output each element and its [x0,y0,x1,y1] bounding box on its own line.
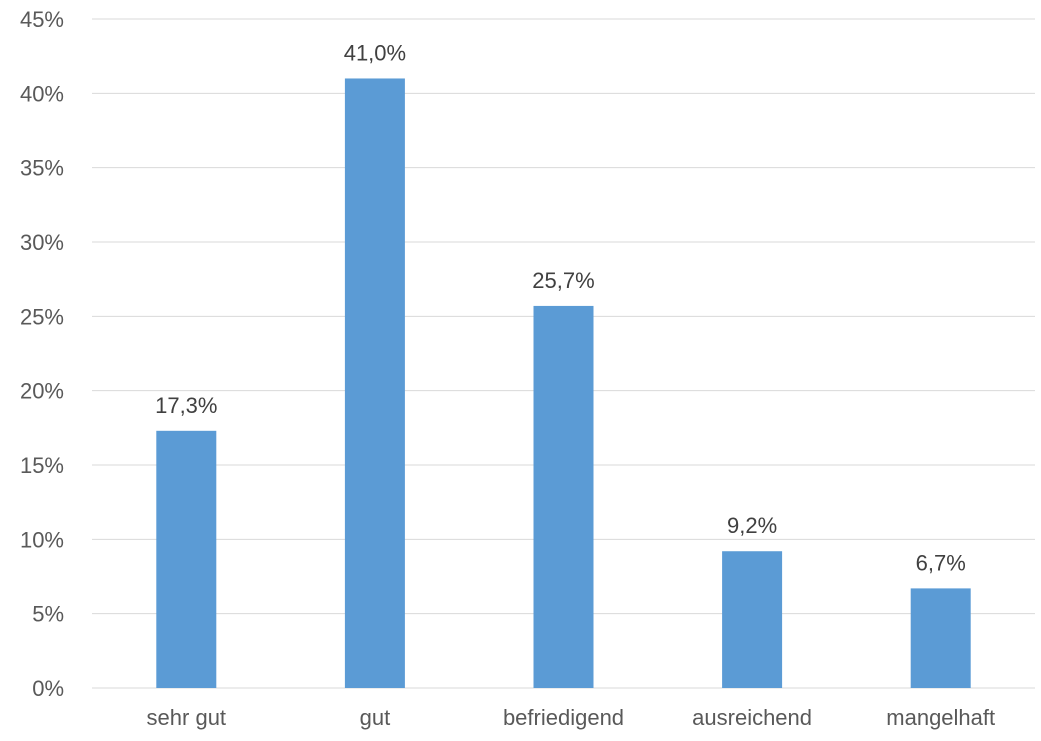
bars [156,78,971,688]
bar [910,588,971,688]
bar [344,78,405,688]
x-category-label: gut [360,705,391,730]
data-labels: 17,3% 41,0% 25,7% 9,2% 6,7% [155,40,966,575]
x-category-label: ausreichend [692,705,812,730]
y-tick-label: 30% [20,230,64,255]
data-label: 41,0% [344,40,406,65]
y-tick-label: 40% [20,81,64,106]
bar [156,430,217,688]
x-category-label: befriedigend [503,705,624,730]
y-tick-label: 0% [32,676,64,701]
bar [722,551,783,688]
data-label: 6,7% [916,550,966,575]
y-tick-label: 35% [20,156,64,181]
y-tick-label: 15% [20,453,64,478]
y-axis-tick-labels: 0% 5% 10% 15% 20% 25% 30% 35% 40% 45% [20,7,64,701]
x-category-label: sehr gut [147,705,227,730]
x-category-label: mangelhaft [886,705,995,730]
x-axis-category-labels: sehr gut gut befriedigend ausreichend mangel… [147,705,996,730]
y-tick-label: 25% [20,304,64,329]
bar [533,305,594,688]
y-tick-label: 5% [32,602,64,627]
data-label: 17,3% [155,393,217,418]
data-label: 25,7% [532,268,594,293]
data-label: 9,2% [727,513,777,538]
y-tick-label: 45% [20,7,64,32]
y-tick-label: 10% [20,527,64,552]
y-tick-label: 20% [20,379,64,404]
